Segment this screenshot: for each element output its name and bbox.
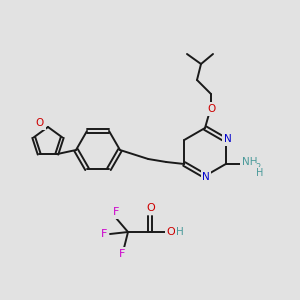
Text: H: H [176,227,184,237]
Text: F: F [113,207,119,217]
Text: NH: NH [242,157,257,167]
Text: H: H [256,168,263,178]
Text: O: O [36,118,44,128]
Text: N: N [202,172,210,182]
Text: F: F [119,249,125,259]
Text: 2: 2 [256,164,261,172]
Text: N: N [224,134,232,144]
Text: F: F [101,229,107,239]
Text: O: O [167,227,176,237]
Text: O: O [207,104,215,114]
Text: O: O [147,203,155,213]
